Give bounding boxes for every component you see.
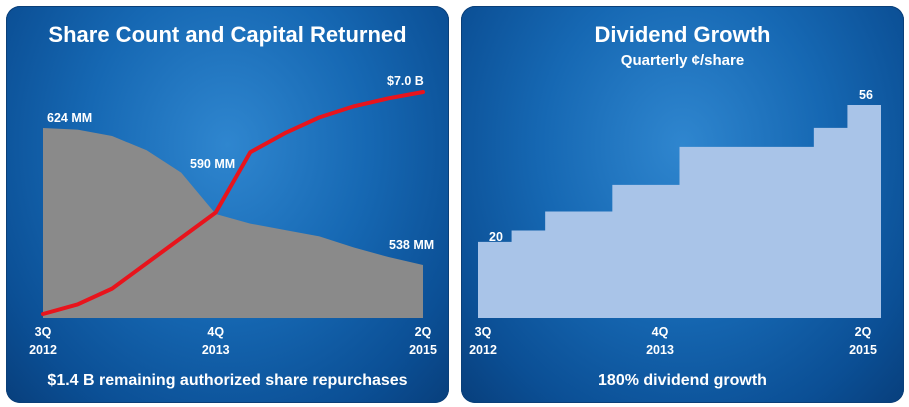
end-share-label: 538 MM (389, 238, 434, 252)
share-count-chart: 624 MM 590 MM 538 MM $7.0 B 3Q 2012 4Q 2013 2Q 20… (29, 74, 437, 357)
dividend-subtitle: Quarterly ¢/share (620, 52, 745, 69)
dividend-end-label: 56 (859, 88, 873, 102)
start-share-label: 624 MM (47, 111, 92, 125)
dividend-x-tick-quarter-2: 2Q (855, 325, 872, 339)
dividend-start-label: 20 (489, 230, 503, 244)
share-count-panel: Share Count and Capital Returned 624 MM 5… (6, 6, 449, 403)
share-count-footer: $1.4 B remaining authorized share repurc… (47, 372, 408, 389)
dividend-x-tick-year-2: 2015 (849, 343, 877, 357)
dividend-x-tick-quarter-0: 3Q (475, 325, 492, 339)
dividend-x-tick-year-0: 2012 (469, 343, 497, 357)
end-capital-label: $7.0 B (387, 74, 424, 88)
x-tick-year-0: 2012 (29, 343, 57, 357)
dividend-panel: Dividend Growth Quarterly ¢/share 20 56 3Q… (461, 6, 904, 403)
x-tick-quarter-1: 4Q (207, 325, 224, 339)
dividend-x-tick-quarter-1: 4Q (652, 325, 669, 339)
x-tick-year-2: 2015 (409, 343, 437, 357)
dividend-step-area (478, 105, 881, 318)
share-count-title: Share Count and Capital Returned (48, 22, 407, 47)
dividend-chart: 20 56 3Q 2012 4Q 2013 2Q 2015 (469, 88, 881, 357)
x-tick-quarter-2: 2Q (415, 325, 432, 339)
x-tick-quarter-0: 3Q (35, 325, 52, 339)
dividend-x-tick-year-1: 2013 (646, 343, 674, 357)
x-tick-year-1: 2013 (202, 343, 230, 357)
capital-returned-line (41, 90, 425, 316)
dividend-footer: 180% dividend growth (598, 372, 767, 389)
dividend-title: Dividend Growth (594, 22, 771, 47)
mid-share-label: 590 MM (190, 157, 235, 171)
